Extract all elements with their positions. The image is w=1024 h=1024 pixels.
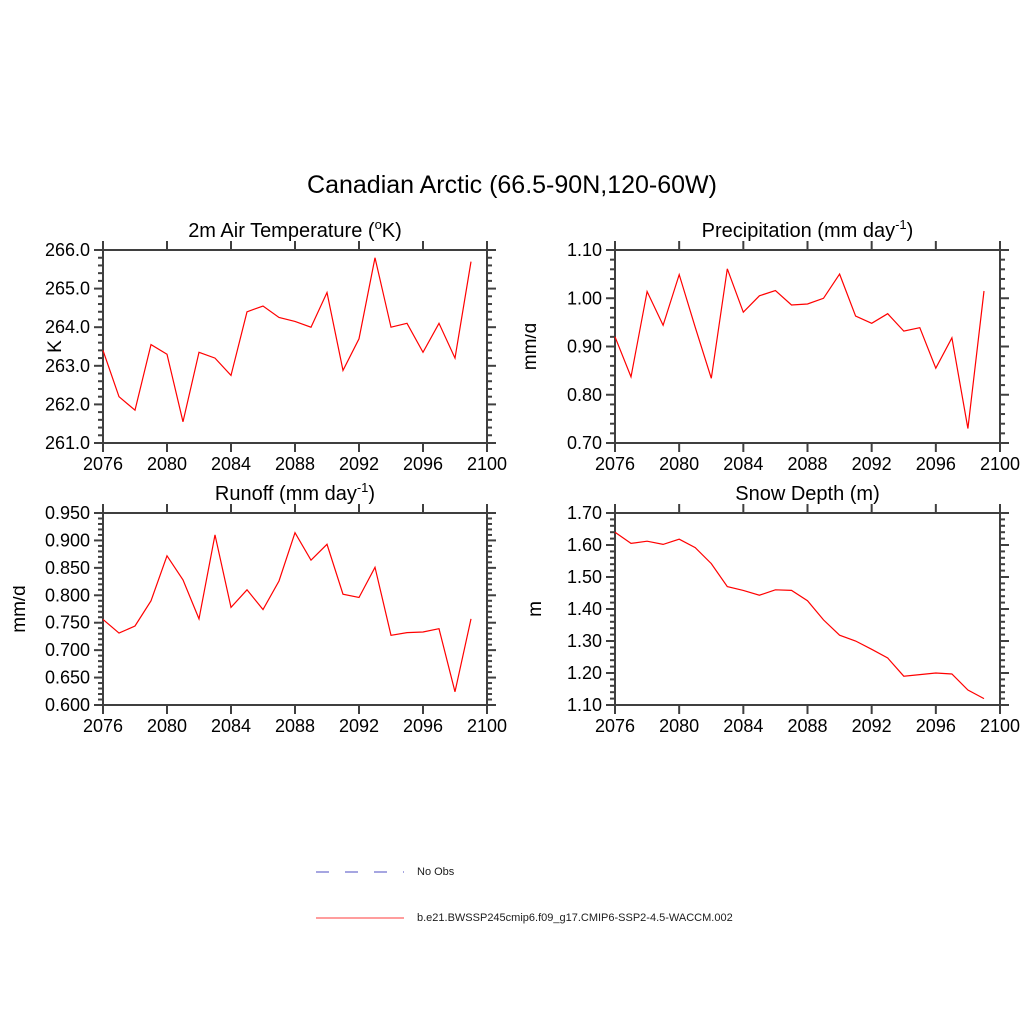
x-tick-label: 2088 xyxy=(787,716,827,736)
runoff-tick-labels: 2076 2080 2084 2088 2092 2096 2100 0.600 0.650 0.… xyxy=(45,503,507,736)
temperature-panel-title: 2m Air Temperature (oK) xyxy=(188,217,402,242)
x-tick-label: 2084 xyxy=(723,454,763,474)
x-tick-label: 2088 xyxy=(275,454,315,474)
legend-item-no-obs: No Obs xyxy=(315,860,733,884)
snow-depth-series-line xyxy=(614,531,985,700)
x-tick-label: 2080 xyxy=(147,716,187,736)
y-tick-label: 264.0 xyxy=(45,317,90,337)
y-tick-label: 1.40 xyxy=(567,599,602,619)
snow-depth-tick-labels: 2076 2080 2084 2088 2092 2096 2100 1.10 1.20 1.30… xyxy=(567,503,1020,736)
y-tick-label: 0.650 xyxy=(45,668,90,688)
y-tick-label: 0.950 xyxy=(45,503,90,523)
x-tick-label: 2080 xyxy=(659,716,699,736)
y-tick-label: 261.0 xyxy=(45,433,90,453)
x-tick-label: 2096 xyxy=(403,454,443,474)
x-tick-label: 2088 xyxy=(275,716,315,736)
x-tick-label: 2096 xyxy=(403,716,443,736)
x-tick-label: 2092 xyxy=(339,454,379,474)
precipitation-panel-title: Precipitation (mm day-1) xyxy=(702,217,914,242)
x-tick-label: 2100 xyxy=(467,716,507,736)
y-tick-label: 0.800 xyxy=(45,585,90,605)
y-tick-label: 1.00 xyxy=(567,288,602,308)
legend: No Obs b.e21.BWSSP245cmip6.f09_g17.CMIP6… xyxy=(315,860,733,930)
runoff-series-line xyxy=(102,531,472,692)
precipitation-panel: 2076 2080 2084 2088 2092 2096 2100 0.70 0.80 0.90… xyxy=(525,217,1020,474)
y-tick-label: 265.0 xyxy=(45,279,90,299)
no-obs-dashed-line-sample xyxy=(316,871,404,873)
y-tick-label: 0.90 xyxy=(567,337,602,357)
y-tick-label: 0.850 xyxy=(45,558,90,578)
x-tick-label: 2100 xyxy=(467,454,507,474)
y-tick-label: 266.0 xyxy=(45,240,90,260)
x-tick-label: 2088 xyxy=(787,454,827,474)
y-tick-label: 0.900 xyxy=(45,530,90,550)
y-tick-label: 262.0 xyxy=(45,394,90,414)
x-tick-label: 2092 xyxy=(852,454,892,474)
x-tick-label: 2096 xyxy=(916,454,956,474)
runoff-y-axis-label: mm/d xyxy=(13,585,30,633)
x-tick-label: 2092 xyxy=(852,716,892,736)
model-run-line-sample xyxy=(316,917,404,919)
y-tick-label: 0.70 xyxy=(567,433,602,453)
temperature-panel: 2076 2080 2084 2088 2092 2096 2100 261.0 262.0 26… xyxy=(45,217,507,474)
runoff-axes xyxy=(94,504,496,714)
x-tick-label: 2084 xyxy=(211,454,251,474)
snow-depth-axes xyxy=(606,504,1009,714)
precipitation-y-axis-label: mm/d xyxy=(525,323,541,371)
legend-label-model-run: b.e21.BWSSP245cmip6.f09_g17.CMIP6-SSP2-4… xyxy=(417,912,733,924)
x-tick-label: 2076 xyxy=(83,716,123,736)
legend-label-no-obs: No Obs xyxy=(417,866,455,878)
y-tick-label: 1.30 xyxy=(567,631,602,651)
snow-depth-y-axis-label: m xyxy=(525,601,546,617)
y-tick-label: 1.10 xyxy=(567,240,602,260)
chart-main-title: Canadian Arctic (66.5-90N,120-60W) xyxy=(307,171,717,199)
x-tick-label: 2084 xyxy=(723,716,763,736)
x-tick-label: 2100 xyxy=(980,454,1020,474)
temperature-y-axis-label: K xyxy=(45,340,66,353)
y-tick-label: 0.600 xyxy=(45,695,90,715)
temperature-series-line xyxy=(102,257,472,422)
precipitation-axes xyxy=(606,241,1009,452)
precipitation-tick-labels: 2076 2080 2084 2088 2092 2096 2100 0.70 0.80 0.90… xyxy=(567,240,1020,474)
snow-depth-panel-title: Snow Depth (m) xyxy=(735,483,880,505)
y-tick-label: 1.70 xyxy=(567,503,602,523)
x-tick-label: 2076 xyxy=(595,716,635,736)
runoff-panel: 2076 2080 2084 2088 2092 2096 2100 0.600 0.650 0.… xyxy=(13,480,507,736)
y-tick-label: 263.0 xyxy=(45,356,90,376)
precipitation-series-line xyxy=(614,268,985,429)
snow-depth-panel: 2076 2080 2084 2088 2092 2096 2100 1.10 1.20 1.30… xyxy=(525,483,1020,736)
y-tick-label: 1.20 xyxy=(567,663,602,683)
x-tick-label: 2076 xyxy=(83,454,123,474)
x-tick-label: 2080 xyxy=(659,454,699,474)
y-tick-label: 0.80 xyxy=(567,385,602,405)
legend-item-model-run: b.e21.BWSSP245cmip6.f09_g17.CMIP6-SSP2-4… xyxy=(315,906,733,930)
x-tick-label: 2092 xyxy=(339,716,379,736)
y-tick-label: 1.60 xyxy=(567,535,602,555)
y-tick-label: 0.700 xyxy=(45,640,90,660)
y-tick-label: 0.750 xyxy=(45,613,90,633)
y-tick-label: 1.50 xyxy=(567,567,602,587)
x-tick-label: 2084 xyxy=(211,716,251,736)
x-tick-label: 2076 xyxy=(595,454,635,474)
x-tick-label: 2096 xyxy=(916,716,956,736)
x-tick-label: 2100 xyxy=(980,716,1020,736)
temperature-tick-labels: 2076 2080 2084 2088 2092 2096 2100 261.0 262.0 26… xyxy=(45,240,507,474)
temperature-axes xyxy=(94,241,496,452)
runoff-panel-title: Runoff (mm day-1) xyxy=(215,480,375,505)
x-tick-label: 2080 xyxy=(147,454,187,474)
y-tick-label: 1.10 xyxy=(567,695,602,715)
